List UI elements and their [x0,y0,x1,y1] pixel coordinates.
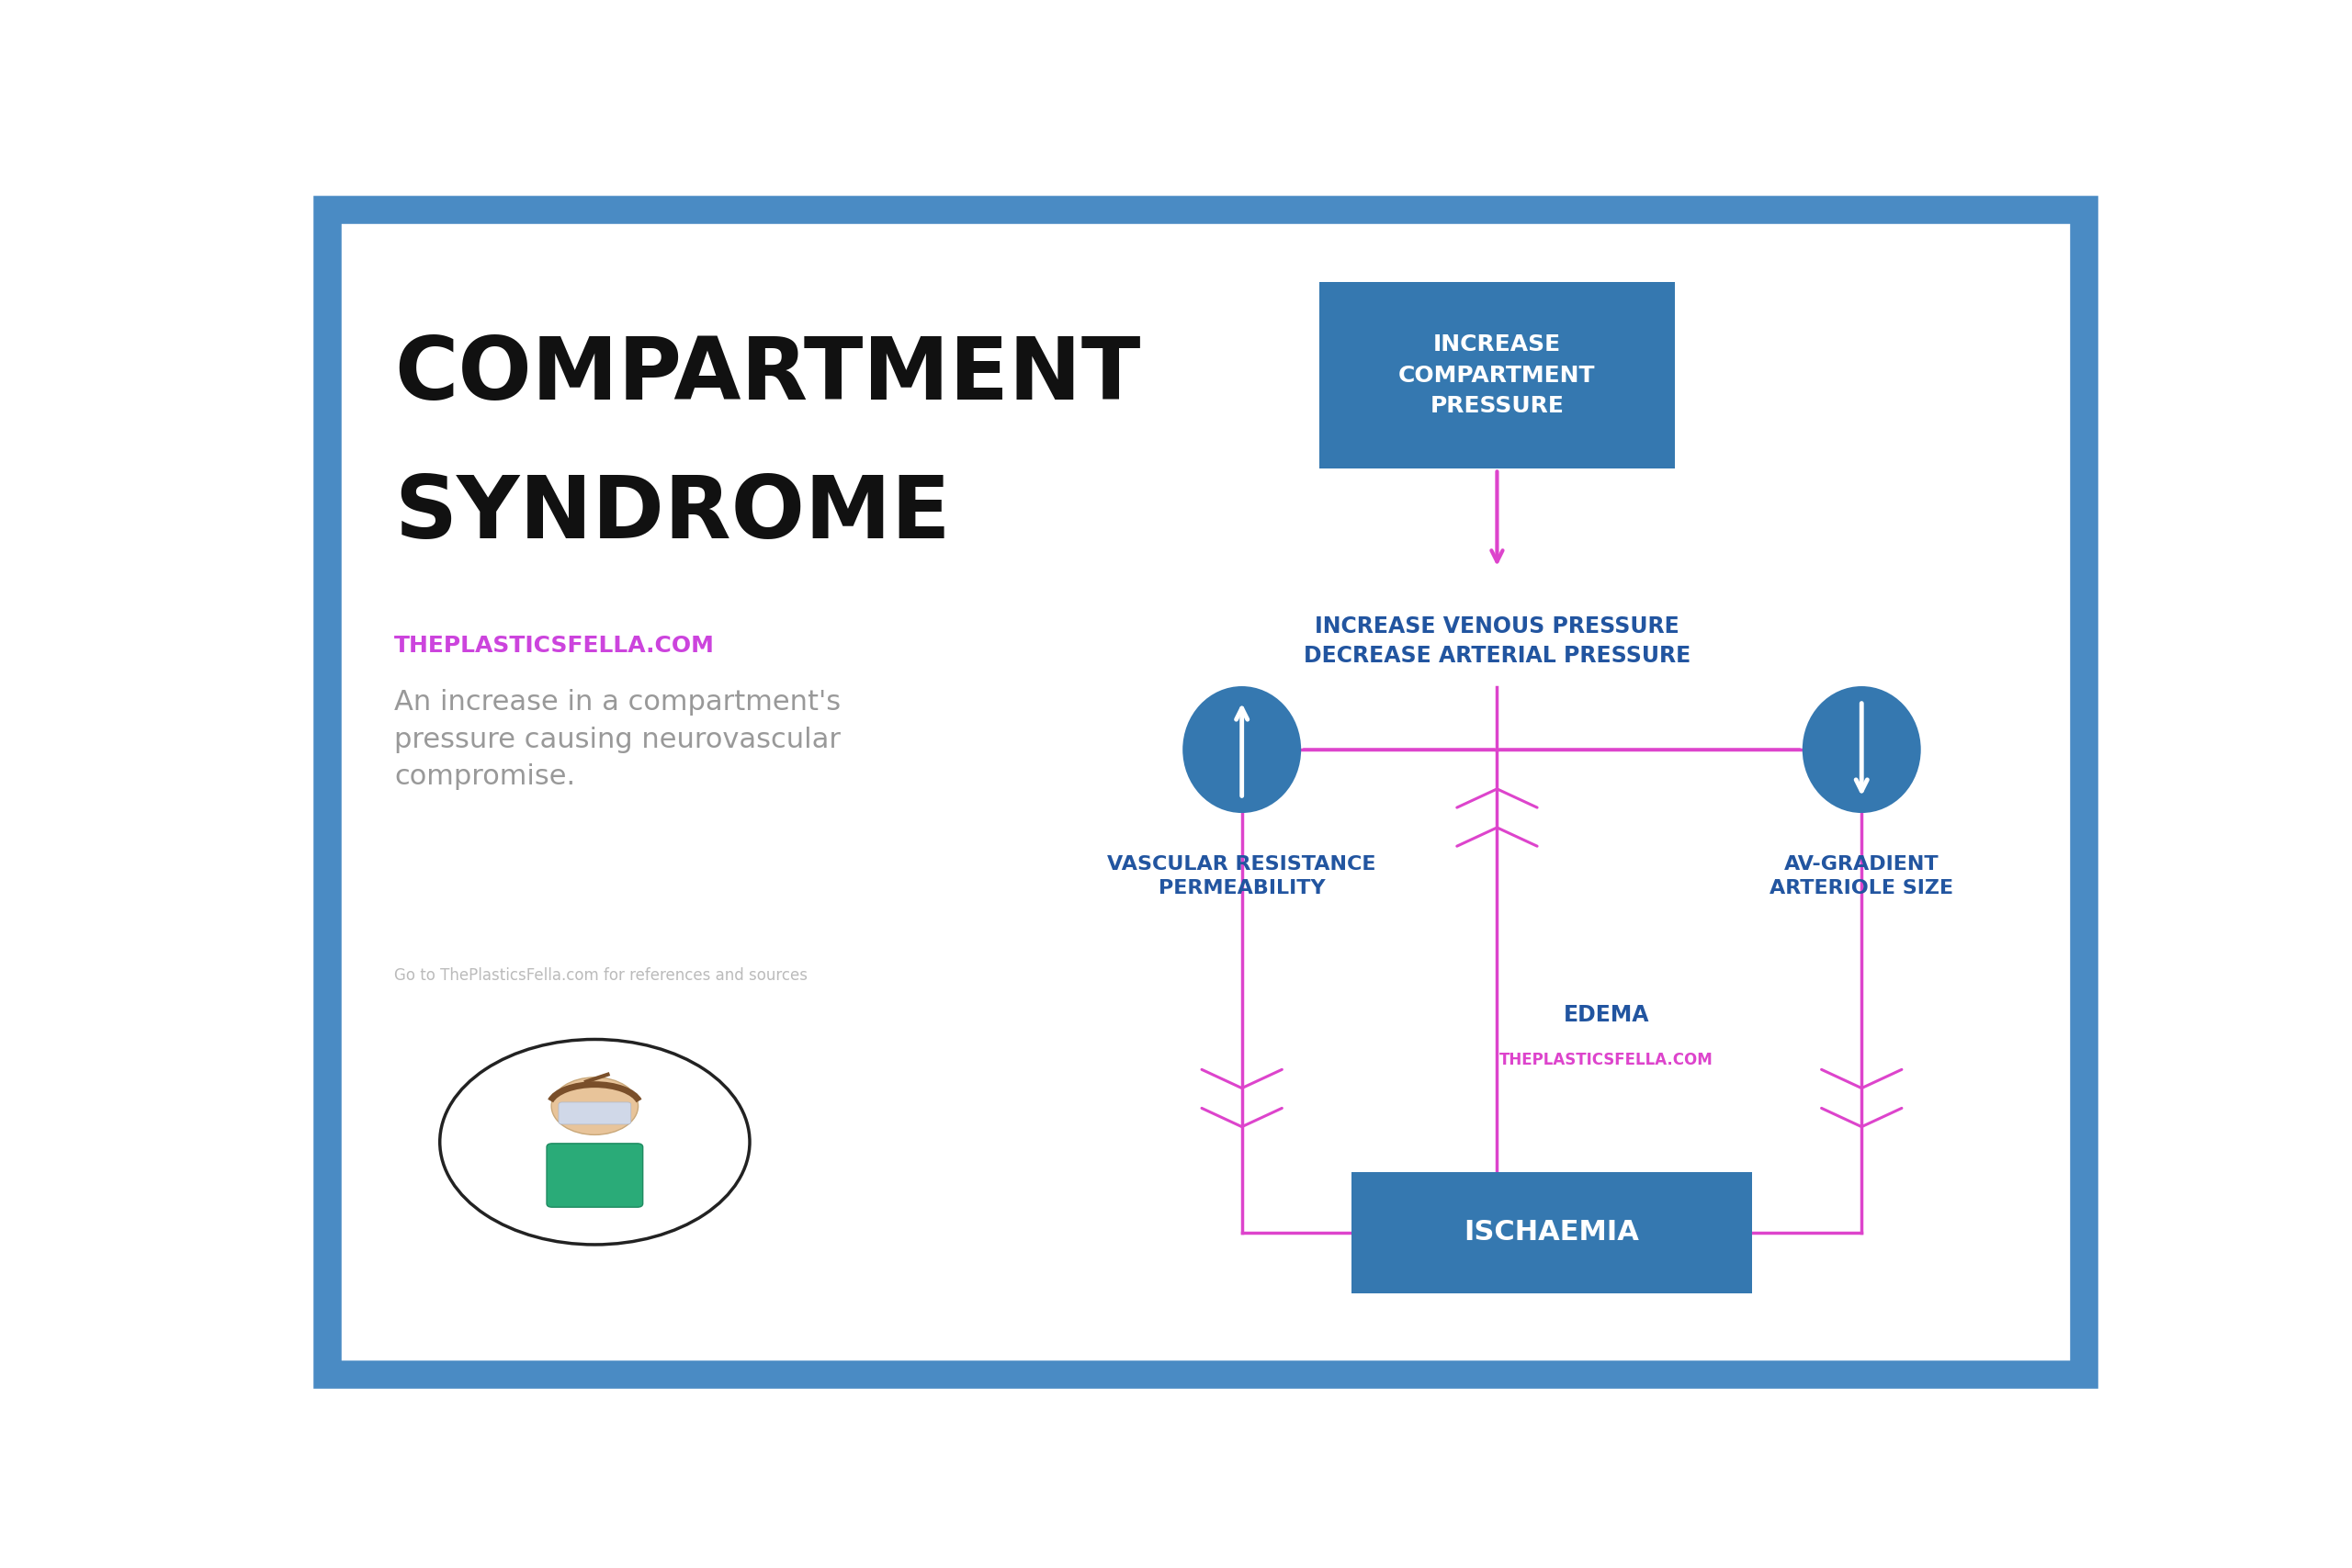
Circle shape [550,1077,637,1135]
Ellipse shape [1183,687,1301,812]
FancyBboxPatch shape [557,1102,630,1124]
Text: Go to ThePlasticsFella.com for references and sources: Go to ThePlasticsFella.com for reference… [395,967,807,983]
Text: SYNDROME: SYNDROME [395,472,950,557]
Text: THEPLASTICSFELLA.COM: THEPLASTICSFELLA.COM [395,635,715,657]
Ellipse shape [1802,687,1922,812]
FancyBboxPatch shape [1350,1173,1752,1294]
Text: ISCHAEMIA: ISCHAEMIA [1463,1220,1639,1247]
Text: COMPARTMENT: COMPARTMENT [395,332,1141,417]
Text: INCREASE VENOUS PRESSURE
DECREASE ARTERIAL PRESSURE: INCREASE VENOUS PRESSURE DECREASE ARTERI… [1303,615,1691,666]
Text: VASCULAR RESISTANCE
PERMEABILITY: VASCULAR RESISTANCE PERMEABILITY [1108,855,1376,897]
FancyBboxPatch shape [546,1143,642,1207]
Text: THEPLASTICSFELLA.COM: THEPLASTICSFELLA.COM [1501,1052,1712,1068]
Text: INCREASE
COMPARTMENT
PRESSURE: INCREASE COMPARTMENT PRESSURE [1399,334,1595,417]
FancyBboxPatch shape [1319,282,1675,469]
Text: EDEMA: EDEMA [1564,1004,1649,1025]
Text: An increase in a compartment's
pressure causing neurovascular
compromise.: An increase in a compartment's pressure … [395,690,842,790]
Text: AV-GRADIENT
ARTERIOLE SIZE: AV-GRADIENT ARTERIOLE SIZE [1769,855,1955,897]
